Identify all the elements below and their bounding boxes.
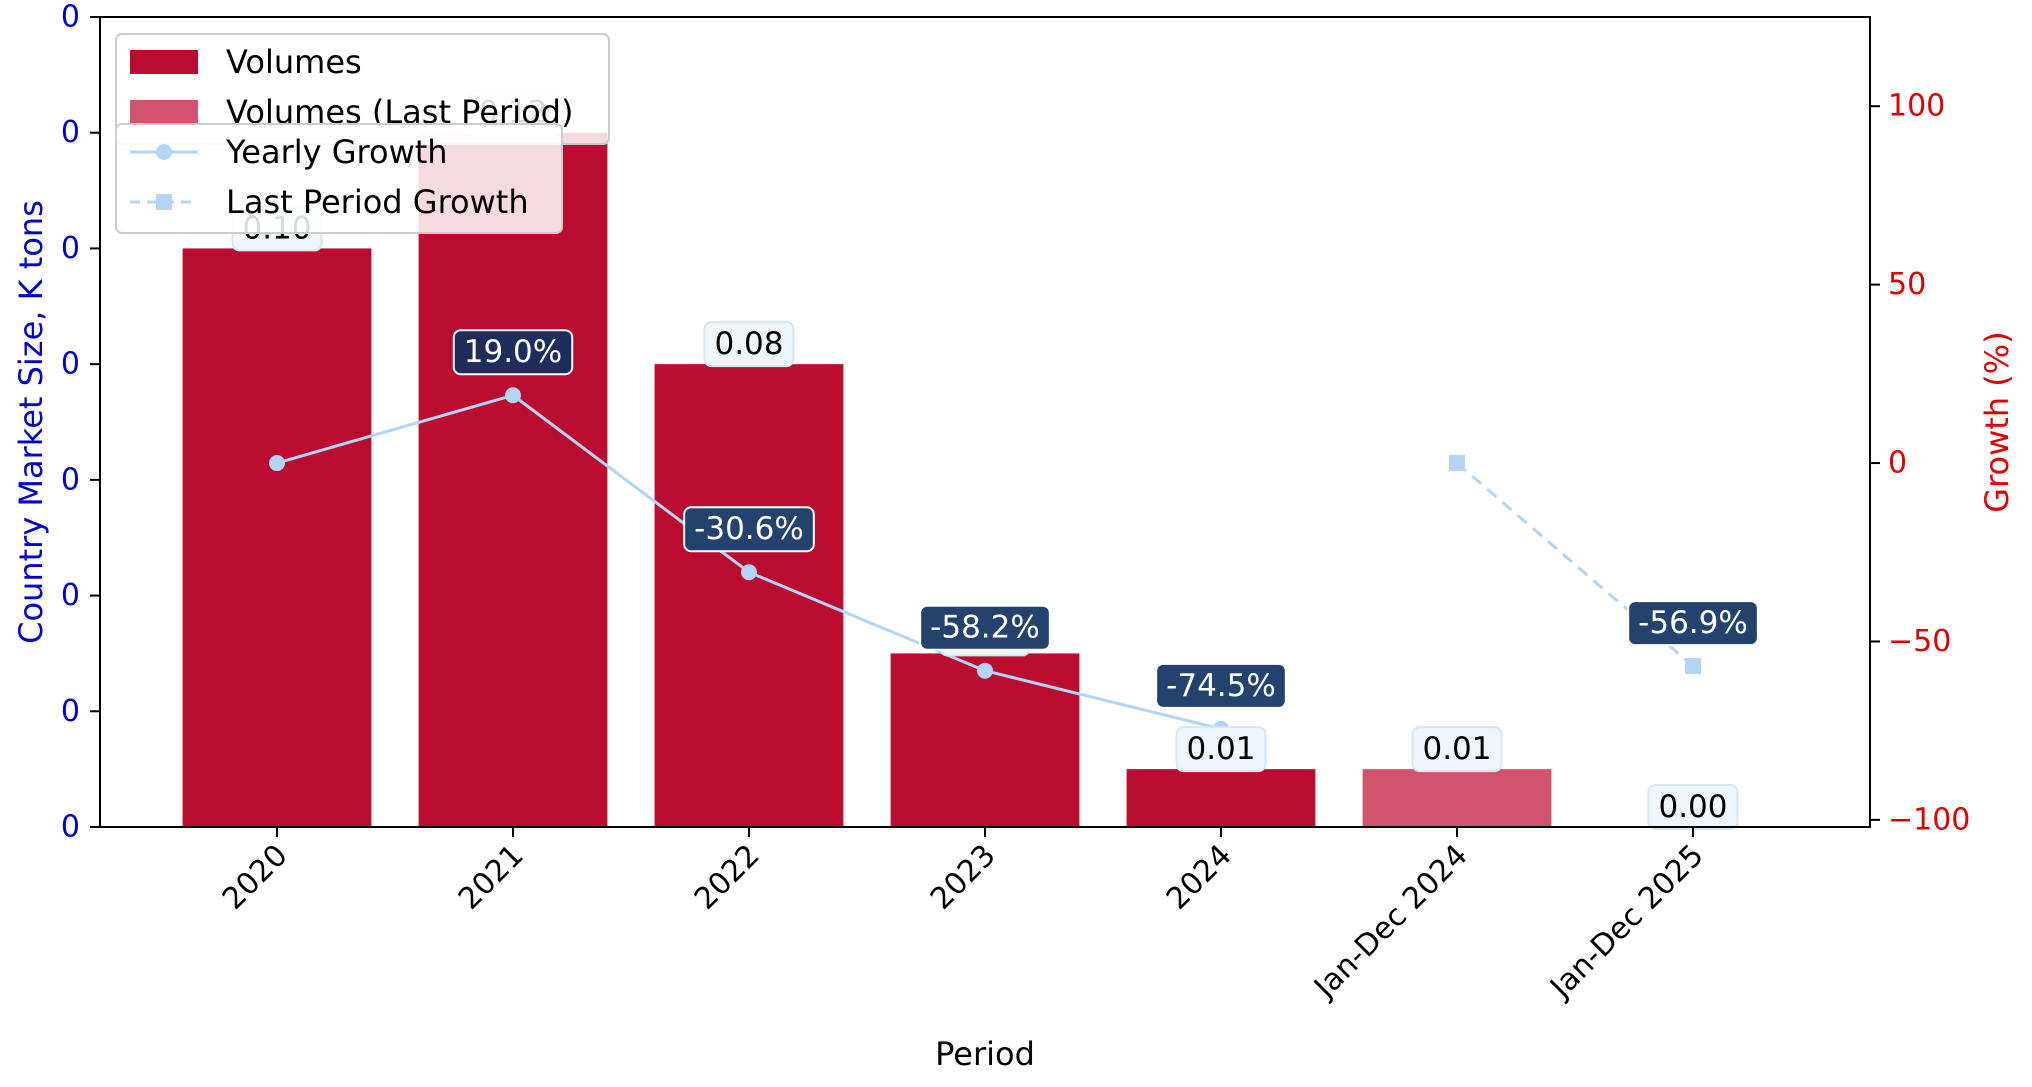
bar-volumes-2023 [890, 653, 1080, 827]
bar-volumes-last-period-jan-dec-2024 [1362, 769, 1552, 827]
x-tick-label-2020: 2020 [216, 838, 295, 917]
legend-volumes-swatch [130, 50, 198, 74]
right-tick-label-3: 50 [1888, 267, 1926, 302]
x-tick-label-2024: 2024 [1160, 838, 1239, 917]
left-tick-label-5: 0 [61, 231, 80, 266]
bar-volumes-2020 [182, 248, 372, 827]
right-tick-label-1: −50 [1888, 624, 1951, 659]
left-tick-label-4: 0 [61, 347, 80, 382]
legend-volumes-label: Volumes [226, 43, 362, 81]
legend-last-period-growth-marker [156, 194, 172, 210]
value-label-volumes-last-period-jan-dec-2024-text: 0.01 [1422, 731, 1491, 767]
bar-volumes-2022 [654, 364, 844, 827]
growth-label-yearly-growth-2023-text: -58.2% [930, 610, 1040, 646]
value-label-volumes-2022-text: 0.08 [714, 326, 783, 362]
growth-label-yearly-growth-2024-box [1155, 662, 1287, 709]
point-yearly-growth-2021 [505, 387, 521, 404]
growth-lines-layer [269, 387, 1701, 737]
line-last-period-growth [1456, 461, 1694, 668]
growth-label-last-period-growth-jan-dec-2025-text: -56.9% [1638, 605, 1748, 641]
legend-last-period-growth-label: Last Period Growth [226, 183, 529, 221]
growth-label-last-period-growth-jan-dec-2025-box [1627, 600, 1759, 647]
left-tick-label-6: 0 [61, 115, 80, 150]
value-label-volumes-last-period-jan-dec-2024-box [1411, 726, 1503, 773]
right-tick-label-4: 100 [1888, 89, 1945, 124]
left-tick-label-1: 0 [61, 694, 80, 729]
left-tick-label-7: 0 [61, 0, 80, 35]
growth-label-yearly-growth-2022-box [683, 506, 815, 553]
value-label-volumes-2022-box [703, 321, 795, 368]
legend-lines-frame [115, 123, 563, 234]
value-label-volumes-last-period-jan-dec-2025-text: 0.00 [1658, 789, 1727, 825]
point-yearly-growth-2023 [977, 662, 993, 679]
point-yearly-growth-2020 [269, 455, 285, 472]
right-tick-label-2: 0 [1888, 446, 1907, 481]
right-y-axis-label: Growth (%) [1978, 331, 2016, 512]
legend-volumes-last-period-swatch [130, 100, 198, 124]
right-tick-label-0: −100 [1888, 802, 1970, 837]
growth-label-yearly-growth-2021-text: 19.0% [464, 334, 562, 370]
bars-layer [182, 132, 1552, 827]
x-tick-label-jan-dec-2024: Jan-Dec 2024 [1306, 838, 1474, 1006]
legend-yearly-growth-label: Yearly Growth [225, 133, 448, 171]
growth-label-yearly-growth-2021-box [452, 329, 574, 376]
legend-yearly-growth-marker [156, 144, 172, 160]
value-label-volumes-2024-text: 0.01 [1186, 731, 1255, 767]
growth-label-yearly-growth-2024-text: -74.5% [1166, 668, 1276, 704]
value-label-volumes-2024-box [1175, 726, 1267, 773]
growth-label-yearly-growth-2022-text: -30.6% [694, 511, 804, 547]
bar-volumes-2021 [418, 132, 608, 827]
left-tick-label-0: 0 [61, 810, 80, 845]
growth-label-yearly-growth-2023-box [919, 604, 1051, 651]
x-axis-label: Period [935, 1035, 1035, 1073]
legend-lines: Yearly Growth Last Period Growth [115, 123, 563, 234]
bar-volumes-2024 [1126, 769, 1316, 827]
x-tick-label-jan-dec-2025: Jan-Dec 2025 [1542, 838, 1710, 1006]
point-last-period-growth-jan-dec-2024 [1449, 455, 1465, 472]
left-tick-label-2: 0 [61, 578, 80, 613]
point-last-period-growth-jan-dec-2025 [1685, 658, 1701, 675]
x-tick-label-2022: 2022 [688, 838, 767, 917]
left-y-axis-label: Country Market Size, K tons [12, 200, 50, 644]
x-tick-label-2023: 2023 [924, 838, 1003, 917]
point-yearly-growth-2022 [741, 564, 757, 581]
x-tick-label-2021: 2021 [452, 838, 531, 917]
left-tick-label-3: 0 [61, 462, 80, 497]
